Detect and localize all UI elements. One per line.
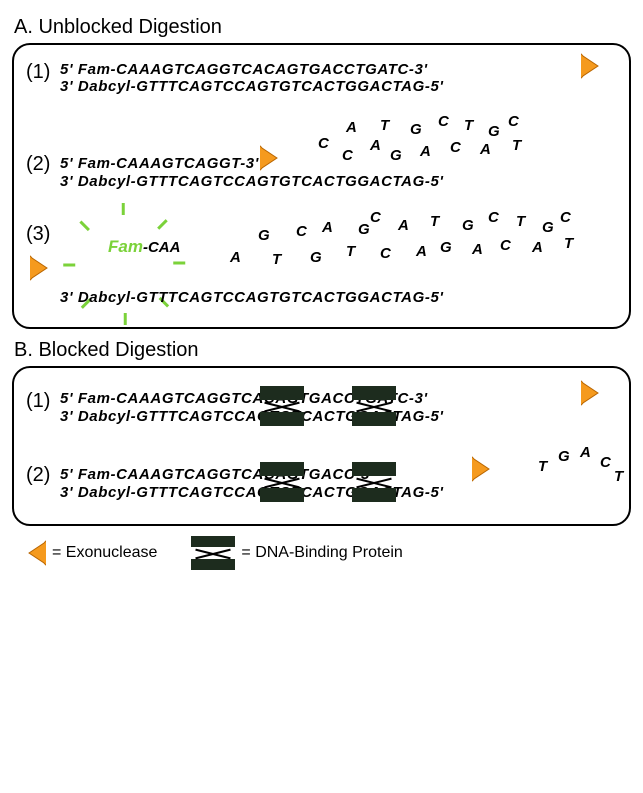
scatter-nucleotide: C xyxy=(380,245,391,262)
scatter-nucleotide: C xyxy=(600,454,611,471)
pacman-icon xyxy=(472,452,506,486)
scatter-nucleotide: C xyxy=(318,135,329,152)
scatter-nucleotide: A xyxy=(398,217,409,234)
scatter-nucleotide: C xyxy=(508,113,519,130)
scatter-nucleotide: G xyxy=(558,448,570,465)
scatter-nucleotide: C xyxy=(296,223,307,240)
legend-dbp-label: = DNA-Binding Protein xyxy=(241,544,402,562)
a-step1: (1) 5' Fam-CAAAGTCAGGTCACAGTGACCTGATC-3'… xyxy=(24,61,619,107)
scatter-nucleotide: C xyxy=(342,147,353,164)
top-strand: 5' Fam-CAAAGTCAGGTCACAGTGACCTGATC-3' xyxy=(60,390,428,407)
scatter-nucleotide: T xyxy=(272,251,281,268)
scatter-nucleotide: A xyxy=(472,241,483,258)
bot-strand: 3' Dabcyl-GTTTCAGTCCAGTGTCACTGGACTAG-5' xyxy=(60,173,444,190)
legend-exonuclease: = Exonuclease xyxy=(12,536,157,570)
step-num: (1) xyxy=(26,390,50,413)
scatter-nucleotide: G xyxy=(410,121,422,138)
scatter-nucleotide: G xyxy=(488,123,500,140)
bot-strand: 3' Dabcyl-GTTTCAGTCCAGTGTCACTGGACTAG-5' xyxy=(60,408,444,425)
protein-icon xyxy=(191,536,235,570)
scatter-nucleotide: A xyxy=(370,137,381,154)
step-num: (3) xyxy=(26,223,50,246)
scatter-nucleotide: G xyxy=(310,249,322,266)
pacman-icon xyxy=(260,141,294,175)
scatter-nucleotide: A xyxy=(416,243,427,260)
scatter-nucleotide: G xyxy=(462,217,474,234)
step-num: (1) xyxy=(26,61,50,84)
scatter-nucleotide: T xyxy=(516,213,525,230)
scatter-nucleotide: A xyxy=(230,249,241,266)
panel-unblocked: (1) 5' Fam-CAAAGTCAGGTCACAGTGACCTGATC-3'… xyxy=(12,43,631,329)
scatter-nucleotide: A xyxy=(346,119,357,136)
scatter-nucleotide: G xyxy=(258,227,270,244)
bot-strand: 3' Dabcyl-GTTTCAGTCCAGTGTCACTGGACTAG-5' xyxy=(60,484,444,501)
legend-dna-binding-protein: = DNA-Binding Protein xyxy=(191,536,402,570)
scatter-nucleotide: T xyxy=(564,235,573,252)
step-num: (2) xyxy=(26,464,50,487)
legend: = Exonuclease = DNA-Binding Protein xyxy=(12,536,631,570)
scatter-nucleotide: C xyxy=(450,139,461,156)
scatter-a3: AGTCGATGCCAATGGACCTAGCT xyxy=(60,209,619,269)
scatter-nucleotide: G xyxy=(542,219,554,236)
scatter-nucleotide: C xyxy=(438,113,449,130)
pacman-icon xyxy=(12,536,46,570)
legend-exo-label: = Exonuclease xyxy=(52,544,157,562)
scatter-nucleotide: G xyxy=(358,221,370,238)
bot-strand: 3' Dabcyl-GTTTCAGTCCAGTGTCACTGGACTAG-5' xyxy=(60,289,444,306)
section-a-title: A. Unblocked Digestion xyxy=(14,16,631,39)
scatter-nucleotide: C xyxy=(488,209,499,226)
pacman-icon xyxy=(581,49,615,83)
b-step1: (1) 5' Fam-CAAAGTCAGGTCACAGTGACCTGATC-3'… xyxy=(24,382,619,438)
top-strand: 5' Fam-CAAAGTCAGGTCACAGTGACCTGATC-3' xyxy=(60,61,619,78)
panel-blocked: (1) 5' Fam-CAAAGTCAGGTCACAGTGACCTGATC-3'… xyxy=(12,366,631,526)
scatter-nucleotide: G xyxy=(440,239,452,256)
scatter-nucleotide: T xyxy=(430,213,439,230)
bot-strand: 3' Dabcyl-GTTTCAGTCCAGTGTCACTGGACTAG-5' xyxy=(60,78,619,95)
top-strand: 5' Fam-CAAAGTCAGGTCACAGTGACC-3' xyxy=(60,466,374,483)
scatter-nucleotide: T xyxy=(464,117,473,134)
scatter-nucleotide: A xyxy=(322,219,333,236)
pacman-icon xyxy=(30,251,64,285)
scatter-nucleotide: T xyxy=(346,243,355,260)
scatter-nucleotide: T xyxy=(380,117,389,134)
step-num: (2) xyxy=(26,153,50,176)
scatter-nucleotide: T xyxy=(614,468,623,485)
scatter-nucleotide: A xyxy=(420,143,431,160)
scatter-nucleotide: C xyxy=(500,237,511,254)
scatter-nucleotide: G xyxy=(390,147,402,164)
a-step2: (2) CCAATGGACCTAGCT 5' Fam-CAAAGTCAGGT-3… xyxy=(24,113,619,203)
a-step3: (3) Fam-CAA AGTCGATGCCAATGGACCTAGCT 3' D… xyxy=(24,209,619,317)
scatter-nucleotide: A xyxy=(532,239,543,256)
scatter-nucleotide: A xyxy=(580,444,591,461)
b-step2: (2) TGACT 5' Fam-CAAAGTCAGGTCACAGTGACC-3… xyxy=(24,444,619,510)
pacman-icon xyxy=(581,376,615,410)
top-strand: 5' Fam-CAAAGTCAGGT-3' xyxy=(60,155,259,172)
scatter-nucleotide: T xyxy=(512,137,521,154)
scatter-nucleotide: A xyxy=(480,141,491,158)
section-b-title: B. Blocked Digestion xyxy=(14,339,631,362)
scatter-nucleotide: C xyxy=(560,209,571,226)
scatter-nucleotide: C xyxy=(370,209,381,226)
scatter-nucleotide: T xyxy=(538,458,547,475)
